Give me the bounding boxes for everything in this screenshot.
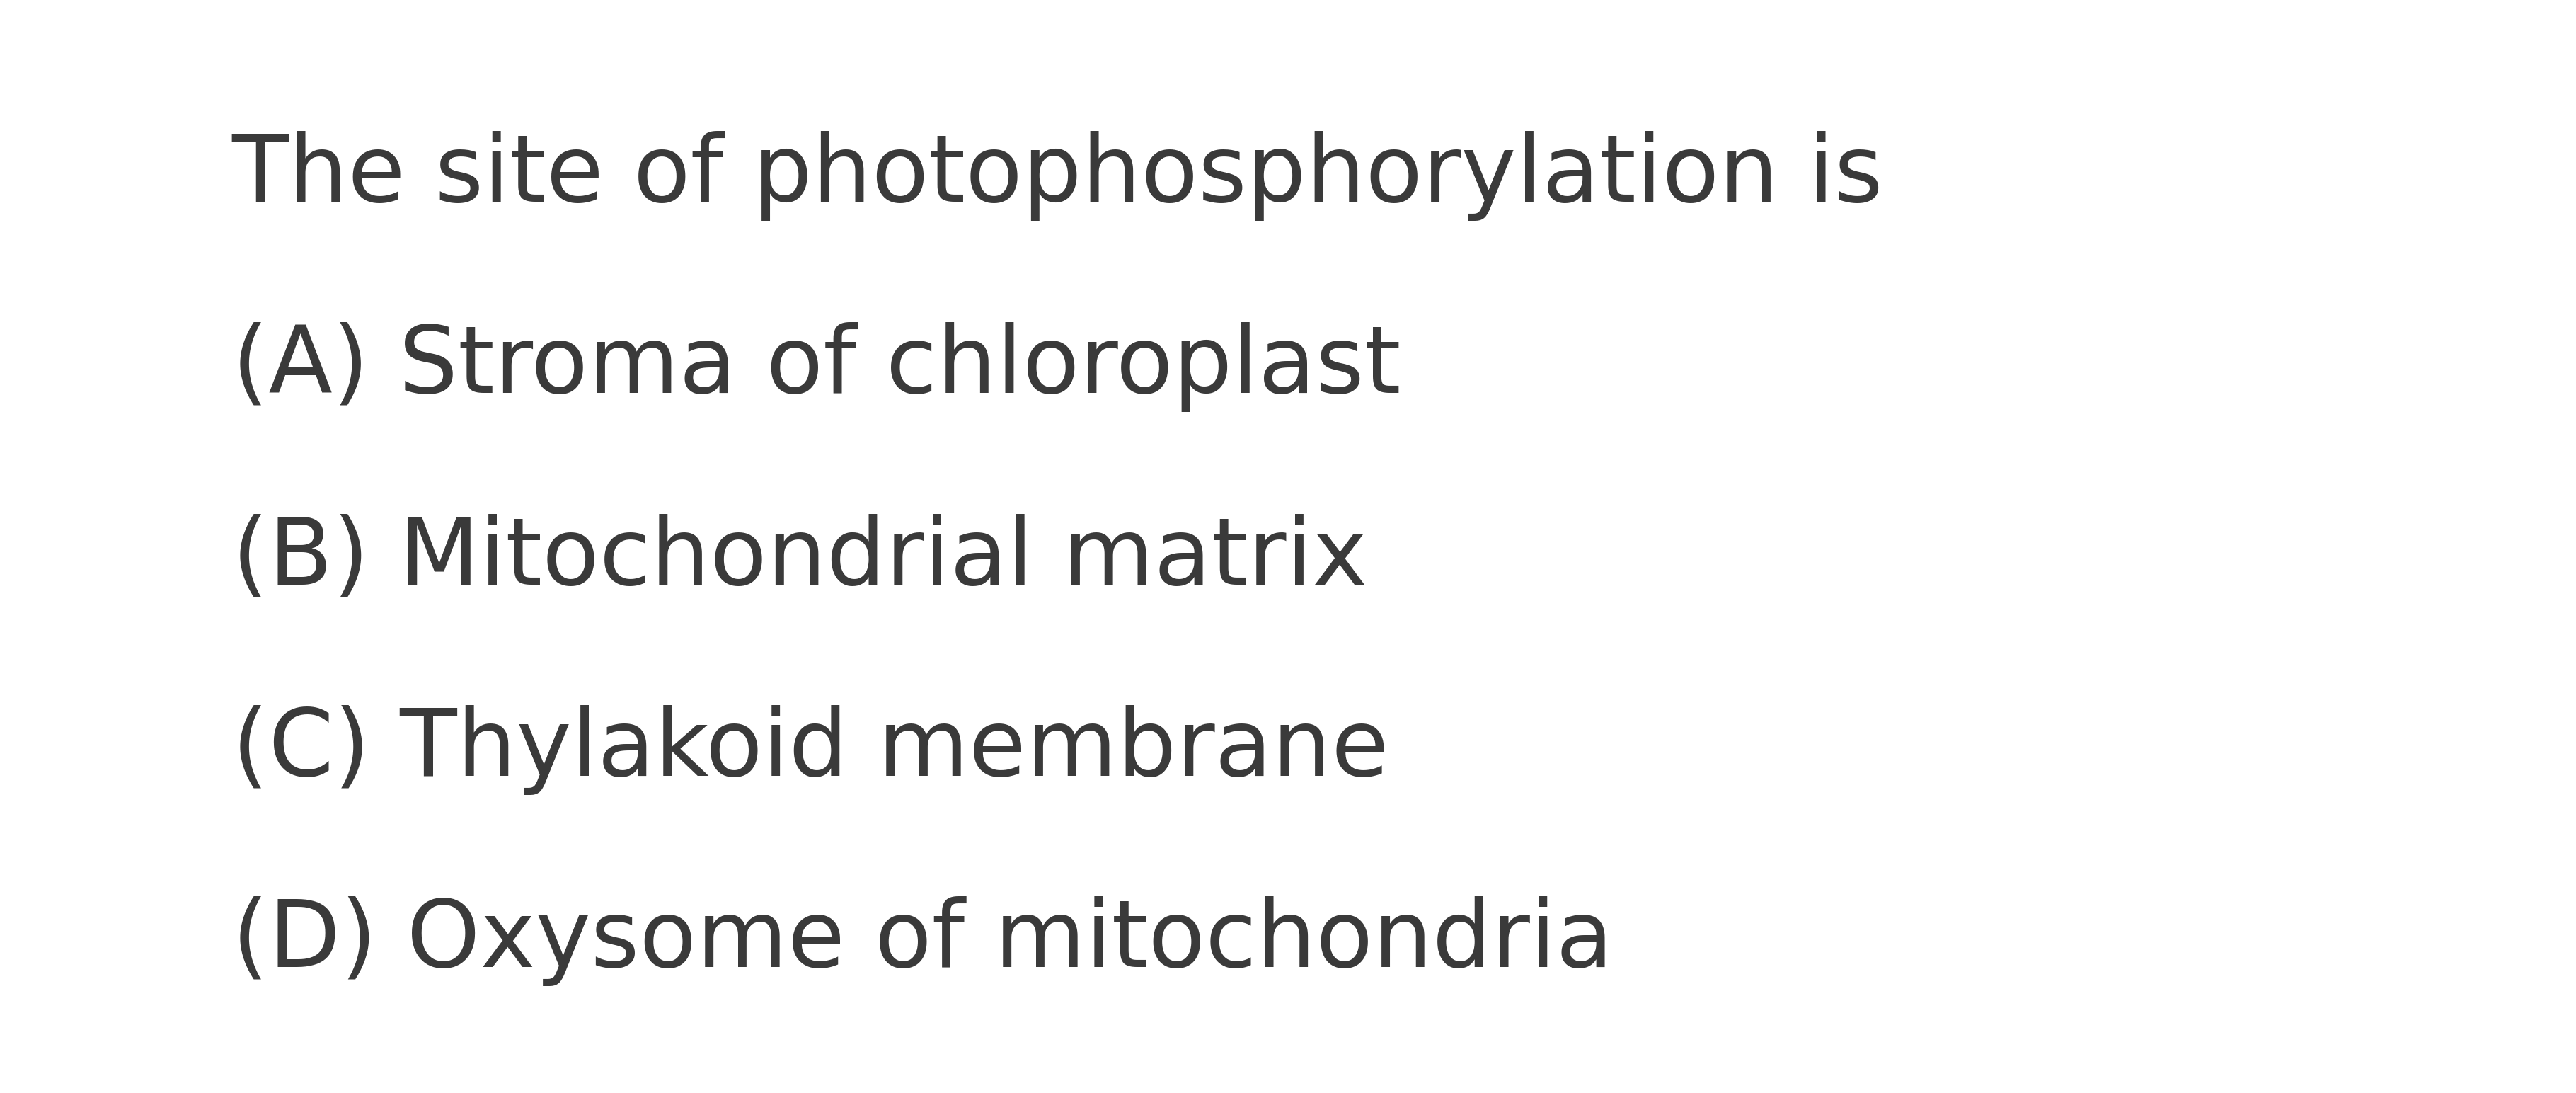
Text: (B) Mitochondrial matrix: (B) Mitochondrial matrix xyxy=(232,514,1368,603)
Text: The site of photophosphorylation is: The site of photophosphorylation is xyxy=(232,131,1883,221)
Text: (C) Thylakoid membrane: (C) Thylakoid membrane xyxy=(232,705,1388,795)
Text: (A) Stroma of chloroplast: (A) Stroma of chloroplast xyxy=(232,322,1401,412)
Text: (D) Oxysome of mitochondria: (D) Oxysome of mitochondria xyxy=(232,896,1613,986)
